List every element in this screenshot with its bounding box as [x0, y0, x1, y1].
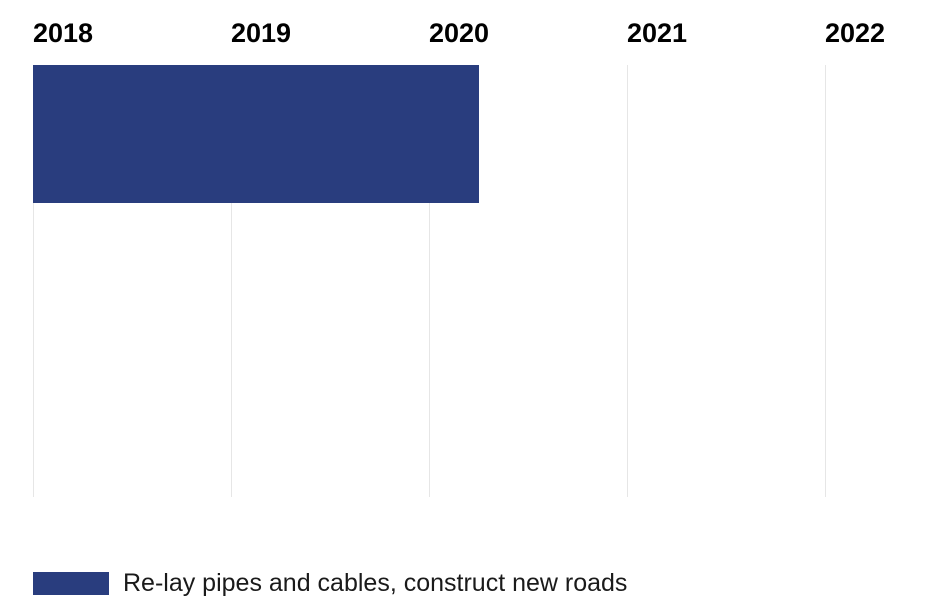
legend-swatch — [33, 571, 109, 595]
legend-label: Re-lay pipes and cables, construct new r… — [123, 569, 628, 597]
legend: Re-lay pipes and cables, construct new r… — [33, 569, 628, 597]
gridline — [627, 65, 628, 497]
x-axis-tick-label: 2021 — [627, 18, 688, 48]
gridline — [231, 65, 232, 497]
x-axis-tick-label: 2019 — [231, 18, 292, 48]
gridline — [33, 65, 34, 497]
gridline — [429, 65, 430, 497]
gridline — [825, 65, 826, 497]
x-axis-tick-label: 2018 — [33, 18, 94, 48]
gantt-bar — [33, 65, 479, 203]
x-axis-tick-label: 2022 — [825, 18, 886, 48]
x-axis-tick-label: 2020 — [429, 18, 490, 48]
